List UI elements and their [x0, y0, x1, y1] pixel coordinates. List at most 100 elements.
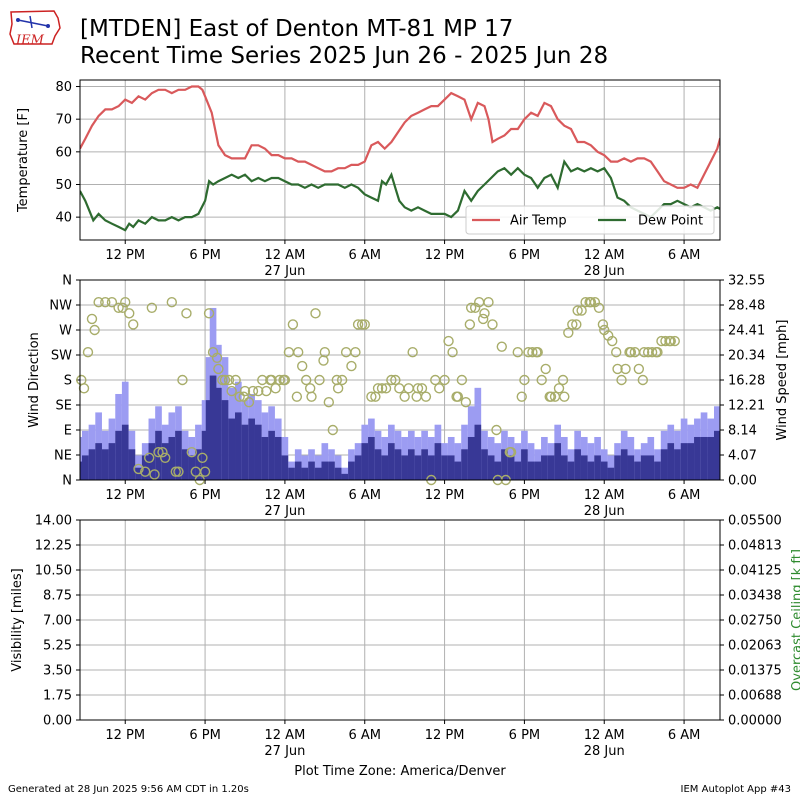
wind-speed-bar — [541, 455, 548, 480]
wind-speed-bar — [195, 449, 202, 480]
ceiling-tick-label: 0.01375 — [728, 664, 782, 679]
wind-direction-point — [203, 308, 215, 319]
wind-direction-point — [487, 319, 498, 330]
wind-speed-bar — [248, 418, 255, 480]
wind-direction-point — [239, 385, 251, 397]
speed-axis-label: Wind Speed [mph] — [775, 320, 790, 441]
wind-direction-point — [597, 319, 609, 330]
wind-direction-point — [359, 319, 370, 330]
wind-direction-point — [310, 308, 321, 319]
x-tick-date-label: 27 Jun — [264, 504, 305, 519]
logo-text: IEM — [16, 33, 44, 48]
wind-speed-bar — [388, 443, 395, 480]
dew-point-series-line — [80, 158, 720, 232]
wind-speed-bar — [707, 436, 715, 480]
wind-speed-bar — [261, 436, 269, 480]
chart-title-line-1: [MTDEN] East of Denton MT-81 MP 17 — [80, 16, 514, 42]
y-tick-label: 50 — [55, 178, 72, 193]
x-tick-label: 12 PM — [105, 248, 145, 263]
wind-direction-point — [464, 319, 476, 330]
wind-speed-bar — [407, 449, 415, 480]
wind-speed-bar — [215, 387, 222, 480]
x-tick-label: 12 AM — [584, 728, 625, 743]
wind-speed-bar — [294, 461, 302, 480]
visibility-tick-label: 10.50 — [35, 564, 72, 579]
wind-speed-bar — [381, 455, 389, 480]
wind-speed-bar — [401, 455, 408, 480]
wind-direction-point — [170, 466, 182, 477]
x-tick-label: 12 AM — [265, 488, 306, 503]
wind-direction-point — [82, 347, 94, 358]
wind-direction-point — [113, 302, 124, 313]
x-tick-label: 6 AM — [348, 248, 381, 263]
panel-frame — [79, 279, 721, 481]
visibility-tick-label: 5.25 — [43, 639, 72, 654]
wind-direction-point — [300, 374, 312, 386]
wind-speed-bar — [607, 467, 615, 480]
wind-direction-point — [633, 363, 645, 375]
x-tick-label: 6 PM — [509, 248, 540, 263]
wind-speed-bar — [308, 461, 315, 480]
wind-direction-point — [128, 319, 139, 330]
wind-direction-point — [545, 391, 557, 402]
visibility-tick-label: 14.00 — [35, 514, 72, 529]
wind-direction-point — [124, 308, 135, 319]
visibility-tick-label: 1.75 — [43, 689, 72, 704]
wind-direction-point — [669, 335, 680, 347]
wind-direction-point — [585, 297, 597, 308]
direction-tick-label: SE — [56, 399, 72, 414]
wind-direction-point — [394, 383, 405, 394]
wind-speed-bar — [627, 455, 635, 480]
wind-direction-point — [477, 313, 489, 325]
wind-direction-point — [607, 335, 618, 347]
wind-gust-bar — [80, 436, 84, 480]
wind-speed-bar — [341, 473, 349, 480]
wind-speed-bar — [574, 449, 581, 480]
visibility-tick-label: 3.50 — [43, 664, 72, 679]
wind-direction-point — [479, 308, 490, 319]
wind-direction-point — [559, 391, 570, 402]
wind-speed-bar — [121, 424, 129, 480]
direction-tick-label: SW — [51, 349, 72, 364]
wind-direction-point — [563, 327, 574, 338]
ceiling-tick-label: 0.04813 — [728, 539, 782, 554]
wind-direction-point — [199, 466, 211, 477]
visibility-tick-label: 7.00 — [43, 614, 72, 629]
x-tick-label: 12 PM — [105, 488, 145, 503]
wind-direction-point — [173, 466, 184, 477]
wind-speed-bar — [281, 455, 289, 480]
legend-label-dew-point: Dew Point — [638, 214, 703, 229]
direction-tick-label: NW — [49, 299, 72, 314]
x-tick-label: 12 AM — [584, 248, 625, 263]
speed-tick-label: 12.21 — [728, 399, 765, 414]
x-tick-label: 12 PM — [425, 728, 465, 743]
wind-direction-point — [346, 360, 357, 372]
wind-direction-point — [553, 383, 565, 394]
wind-direction-point — [616, 374, 627, 386]
wind-speed-bar — [88, 449, 96, 480]
wind-speed-bar — [634, 461, 641, 480]
wind-speed-bar — [181, 449, 189, 480]
wind-speed-bar — [427, 455, 435, 480]
wind-direction-point — [314, 374, 325, 386]
wind-direction-point — [274, 374, 285, 386]
wind-direction-point — [253, 385, 264, 397]
x-tick-label: 6 PM — [509, 488, 540, 503]
wind-speed-bar — [534, 461, 542, 480]
wind-speed-bar — [694, 436, 701, 480]
speed-tick-label: 24.41 — [728, 324, 765, 339]
x-tick-label: 6 AM — [668, 248, 701, 263]
wind-direction-point — [386, 374, 397, 386]
y-tick-label: 70 — [55, 113, 72, 128]
wind-direction-point — [557, 374, 569, 386]
wind-direction-point — [139, 466, 151, 477]
wind-direction-point — [146, 302, 158, 313]
wind-speed-bar — [175, 430, 182, 480]
wind-speed-bar — [80, 461, 84, 480]
x-tick-label: 6 AM — [348, 488, 381, 503]
wind-direction-point — [336, 374, 348, 386]
wind-direction-point — [465, 302, 477, 313]
x-tick-date-label: 28 Jun — [584, 264, 625, 279]
wind-speed-bar — [235, 412, 242, 480]
x-tick-label: 6 PM — [189, 248, 220, 263]
